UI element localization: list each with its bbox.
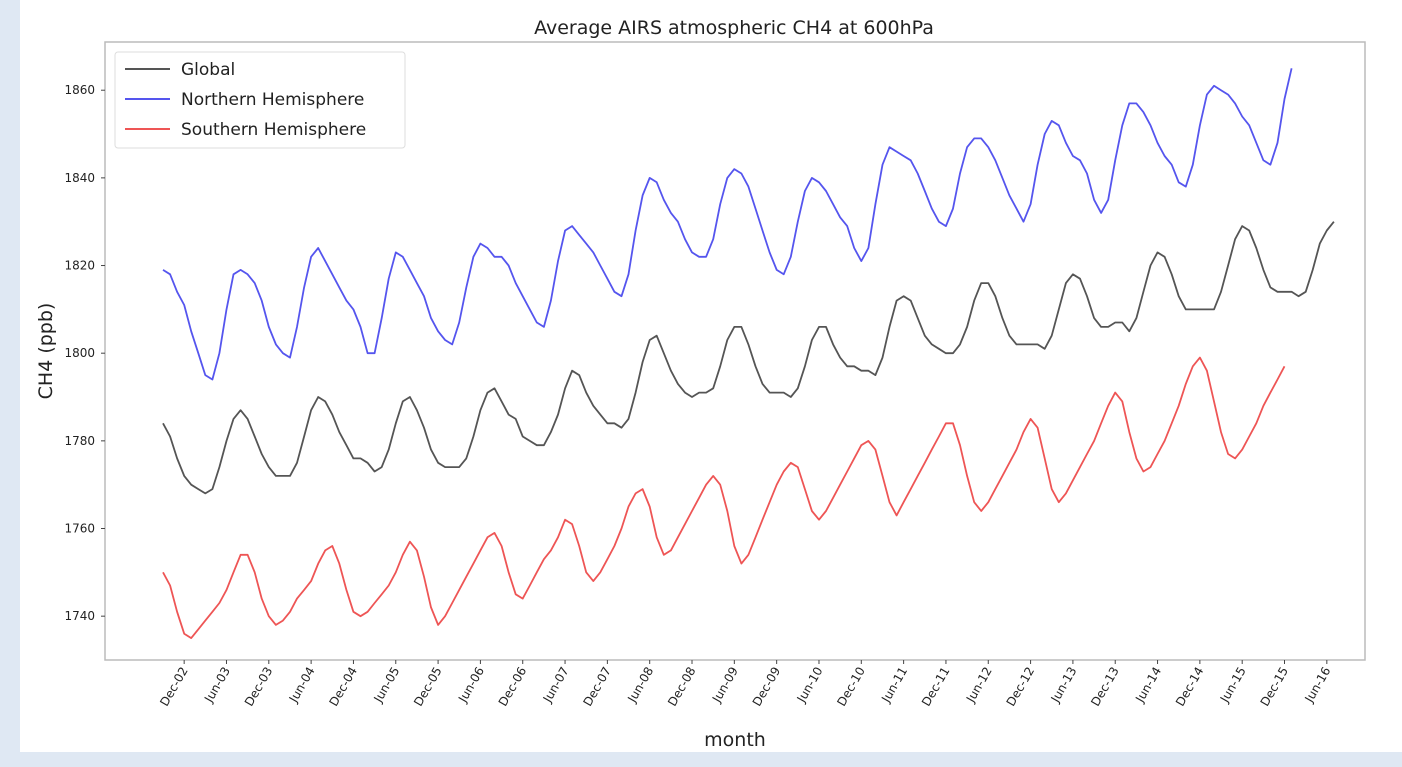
chart-title: Average AIRS atmospheric CH4 at 600hPa [534, 17, 934, 39]
legend-box [114, 51, 406, 149]
chart-figure: Average AIRS atmospheric CH4 at 600hPa 1… [20, 0, 1402, 752]
series-lines [162, 68, 1335, 639]
x-tick-label: Dec-09 [750, 665, 784, 709]
legend-label: Southern Hemisphere [181, 120, 366, 140]
y-tick-label: 1740 [64, 609, 95, 623]
x-tick-label: Dec-11 [919, 665, 953, 709]
x-tick-label: Dec-08 [665, 665, 699, 709]
y-tick-label: 1800 [64, 346, 95, 360]
x-tick-label: Dec-03 [242, 665, 276, 709]
legend: Global Northern Hemisphere Southern Hemisp… [114, 51, 406, 149]
x-tick-label: Jun-08 [624, 665, 656, 706]
series-line-2 [162, 356, 1286, 639]
x-tick-label: Dec-05 [411, 665, 445, 709]
x-tick-label: Dec-14 [1173, 665, 1207, 709]
series-line-1 [162, 68, 1293, 381]
x-tick-label: Dec-12 [1004, 665, 1038, 709]
y-axis-ticks: 1740 1760 1780 1800 1820 1840 1860 [64, 83, 105, 623]
x-tick-label: Dec-02 [157, 665, 191, 709]
x-tick-label: Jun-10 [794, 665, 826, 706]
y-axis-label: CH4 (ppb) [35, 303, 57, 400]
series-line-0 [162, 221, 1335, 495]
x-tick-label: Jun-04 [286, 665, 318, 706]
x-tick-label: Dec-04 [327, 665, 361, 709]
y-tick-label: 1840 [64, 171, 95, 185]
x-tick-label: Dec-07 [580, 665, 614, 709]
y-tick-label: 1780 [64, 434, 95, 448]
x-tick-label: Dec-13 [1088, 665, 1122, 709]
x-tick-label: Jun-12 [963, 665, 995, 706]
x-tick-label: Jun-09 [709, 665, 741, 706]
x-tick-label: Jun-14 [1132, 665, 1164, 706]
x-axis-label: month [704, 729, 766, 751]
y-tick-label: 1820 [64, 259, 95, 273]
ch4-line-chart: Average AIRS atmospheric CH4 at 600hPa 1… [35, 17, 1366, 751]
x-axis-ticks: Dec-02 Jun-03 Dec-03 Jun-04 Dec-04 Jun-05 Dec-… [157, 660, 1333, 709]
y-tick-label: 1860 [64, 83, 95, 97]
x-tick-label: Jun-11 [878, 665, 910, 706]
x-tick-label: Dec-15 [1258, 665, 1292, 709]
x-tick-label: Jun-06 [455, 665, 487, 706]
legend-label: Northern Hemisphere [181, 90, 364, 110]
x-tick-label: Jun-15 [1217, 665, 1249, 706]
legend-label: Global [181, 60, 235, 80]
x-tick-label: Jun-03 [201, 665, 233, 706]
x-tick-label: Jun-13 [1048, 665, 1080, 706]
x-tick-label: Dec-10 [834, 665, 868, 709]
y-tick-label: 1760 [64, 522, 95, 536]
x-tick-label: Jun-16 [1302, 665, 1334, 706]
x-tick-label: Jun-07 [540, 665, 572, 706]
x-tick-label: Dec-06 [496, 665, 530, 709]
x-tick-label: Jun-05 [371, 665, 403, 706]
